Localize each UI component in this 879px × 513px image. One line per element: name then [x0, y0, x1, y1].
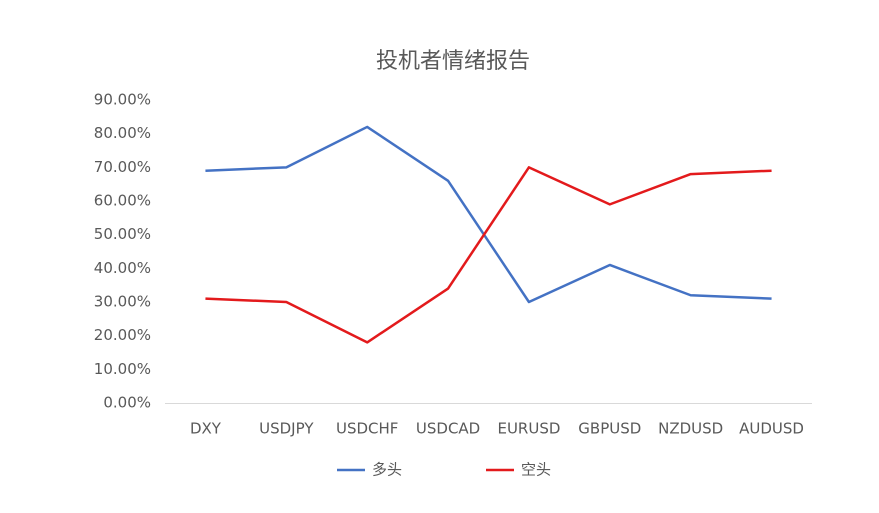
y-tick-label: 30.00% — [94, 293, 151, 311]
x-tick-label: NZDUSD — [658, 420, 723, 438]
y-tick-label: 20.00% — [94, 326, 151, 344]
x-tick-label: EURUSD — [497, 420, 560, 438]
x-tick-label: USDJPY — [259, 420, 314, 438]
y-tick-label: 40.00% — [94, 259, 151, 277]
x-tick-label: AUDUSD — [739, 420, 804, 438]
chart-title: 投机者情绪报告 — [376, 49, 530, 74]
y-tick-label: 90.00% — [94, 91, 151, 109]
series-line — [205, 125, 772, 304]
y-tick-label: 60.00% — [94, 192, 151, 210]
x-tick-label: USDCHF — [336, 420, 398, 438]
y-tick-label: 80.00% — [94, 124, 151, 142]
series-line — [205, 166, 772, 344]
x-tick-label: GBPUSD — [578, 420, 641, 438]
x-tick-label: USDCAD — [416, 420, 480, 438]
y-tick-label: 50.00% — [94, 225, 151, 243]
y-tick-label: 70.00% — [94, 158, 151, 176]
x-tick-label: DXY — [190, 420, 222, 438]
legend-label: 空头 — [521, 461, 551, 479]
y-tick-label: 0.00% — [103, 394, 151, 412]
legend-label: 多头 — [372, 461, 402, 479]
y-tick-label: 10.00% — [94, 360, 151, 378]
